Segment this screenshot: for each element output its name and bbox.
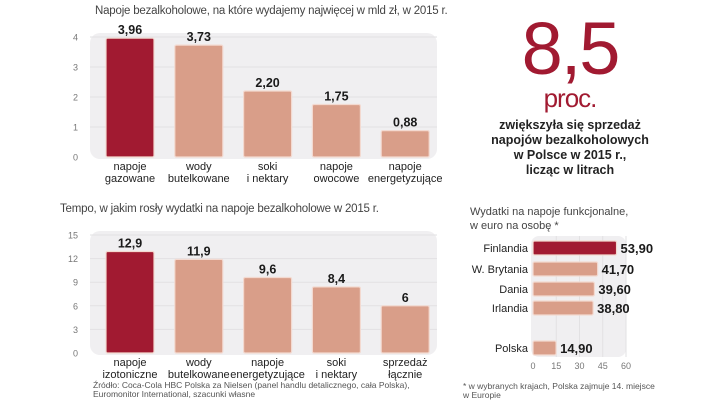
chart2-ytick-label: 6 xyxy=(73,301,78,311)
chart2-value-label: 11,9 xyxy=(187,244,211,258)
source-note: Źródło: Coca-Cola HBC Polska za Nielsen … xyxy=(93,380,410,399)
chart3-value-label: 14,90 xyxy=(560,341,593,356)
chart3-xtick-label: 15 xyxy=(551,361,561,371)
chart2-title: Tempo, w jakim rosły wydatki na napoje b… xyxy=(60,203,379,215)
chart3-title: Wydatki na napoje funkcjonalne, w euro n… xyxy=(470,205,628,233)
chart1-category-label: butelkowane xyxy=(168,173,230,185)
chart1-ytick-label: 3 xyxy=(73,63,78,73)
chart2-category-label: soki xyxy=(327,357,347,369)
chart3-category-label: Polska xyxy=(495,343,529,355)
headline-line: licząc w litrach xyxy=(525,163,615,177)
chart1-bar xyxy=(380,130,430,158)
chart1-title: Napoje bezalkoholowe, na które wydajemy … xyxy=(95,5,448,17)
chart3-bar xyxy=(532,240,618,256)
chart2-category-label: sprzedaż xyxy=(383,357,428,369)
chart2-bar xyxy=(243,276,293,354)
chart1-category-label: wody xyxy=(185,161,212,173)
chart3-value-label: 38,80 xyxy=(597,301,630,316)
chart3-category-label: Dania xyxy=(499,284,529,296)
chart3-value-label: 53,90 xyxy=(621,241,654,256)
chart1-value-label: 3,96 xyxy=(118,23,142,37)
chart2-value-label: 8,4 xyxy=(328,272,345,286)
chart1-value-label: 2,20 xyxy=(255,76,279,90)
chart2-category-label: napoje xyxy=(113,357,146,369)
chart1-category-label: soki xyxy=(258,161,278,173)
chart3-xtick-label: 60 xyxy=(621,361,631,371)
chart2-value-label: 6 xyxy=(402,291,409,305)
chart1-ytick-label: 2 xyxy=(73,93,78,103)
headline-line: napojów bezalkoholowych xyxy=(491,133,649,147)
chart3-title-line: w euro na osobę * xyxy=(470,220,559,232)
chart3-xtick-label: 30 xyxy=(574,361,584,371)
chart3-xtick-label: 0 xyxy=(530,361,535,371)
chart3-bar xyxy=(532,340,557,356)
chart3-category-label: Irlandia xyxy=(492,303,529,315)
chart1-category-label: napoje xyxy=(113,161,146,173)
chart1-bar xyxy=(105,37,155,158)
chart1-bar xyxy=(243,90,293,158)
chart3-title-line: Wydatki na napoje funkcjonalne, xyxy=(470,206,629,218)
headline-description: zwiększyła się sprzedaż napojów bezalkoh… xyxy=(470,118,670,178)
chart2-ytick-label: 3 xyxy=(73,325,78,335)
chart2-category-label: wody xyxy=(185,357,212,369)
chart1-category-label: energetyzujące xyxy=(368,173,443,185)
chart2-category-label: energetyzujące xyxy=(230,369,305,381)
chart2-value-label: 9,6 xyxy=(259,262,276,276)
footnote: * w wybranych krajach, Polska zajmuje 14… xyxy=(463,381,655,400)
chart2-bar xyxy=(105,250,155,354)
chart1-bar xyxy=(311,103,361,158)
headline-unit: proc. xyxy=(543,83,598,113)
chart2-bar xyxy=(174,258,224,354)
headline-value: 8,5 xyxy=(521,7,621,90)
chart2-ytick-label: 9 xyxy=(73,278,78,288)
chart1-ytick-label: 0 xyxy=(73,153,78,163)
chart2-category-label: i nektary xyxy=(316,369,358,381)
chart2-category-label: izotoniczne xyxy=(102,369,157,381)
chart3-category-label: Finlandia xyxy=(483,243,529,255)
chart2-category-label: butelkowane xyxy=(168,369,230,381)
chart1-category-label: napoje xyxy=(320,161,353,173)
chart1-value-label: 0,88 xyxy=(393,116,417,130)
chart1-ytick-label: 1 xyxy=(73,123,78,133)
chart1-category-label: napoje xyxy=(389,161,422,173)
chart2-value-label: 12,9 xyxy=(118,237,142,251)
chart1-value-label: 1,75 xyxy=(324,90,348,104)
chart3-bar xyxy=(532,300,594,316)
chart2-ytick-label: 15 xyxy=(68,231,78,241)
chart2-bar xyxy=(380,305,430,354)
chart1-value-label: 3,73 xyxy=(187,30,211,44)
chart1-category-label: gazowane xyxy=(105,173,155,185)
chart3-xtick-label: 45 xyxy=(598,361,608,371)
chart1-ytick-label: 4 xyxy=(73,33,78,43)
headline-line: zwiększyła się sprzedaż xyxy=(499,118,641,132)
chart2-ytick-label: 0 xyxy=(73,349,78,359)
chart1-category-label: i nektary xyxy=(247,173,289,185)
chart3-category-label: W. Brytania xyxy=(472,264,529,276)
chart1-bar xyxy=(174,44,224,158)
chart2-ytick-label: 12 xyxy=(68,254,78,264)
chart1-category-label: owocowe xyxy=(313,173,359,185)
chart2-category-label: napoje xyxy=(251,357,284,369)
chart2-category-label: łącznie xyxy=(388,369,422,381)
chart3-value-label: 41,70 xyxy=(602,262,635,277)
chart3-value-label: 39,60 xyxy=(598,282,631,297)
chart3-bar xyxy=(532,281,595,297)
chart2-bar xyxy=(311,286,361,354)
headline-line: w Polsce w 2015 r., xyxy=(513,148,627,162)
chart3-bar xyxy=(532,261,599,277)
